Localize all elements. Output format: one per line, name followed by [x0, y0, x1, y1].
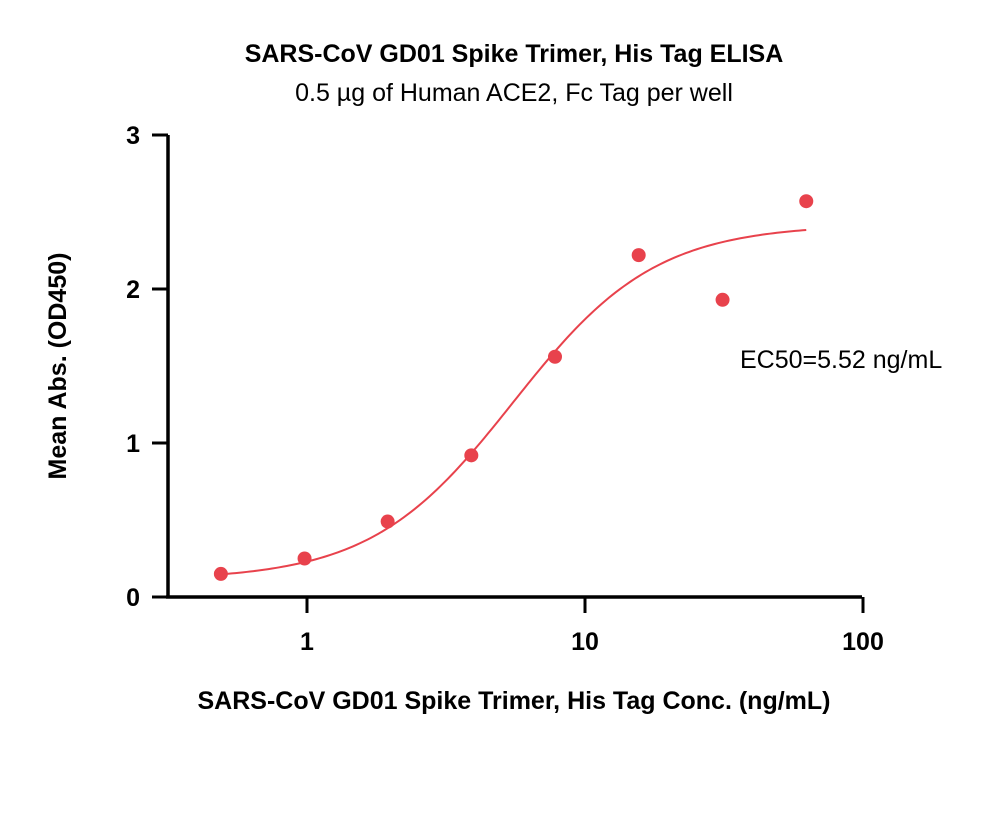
fit-layer [220, 228, 807, 576]
y-tick-label: 1 [126, 430, 140, 458]
fit-curve [220, 228, 807, 576]
y-axis-label: Mean Abs. (OD450) [44, 253, 72, 480]
chart-subtitle: 0.5 µg of Human ACE2, Fc Tag per well [295, 79, 733, 107]
x-axis-label: SARS-CoV GD01 Spike Trimer, His Tag Conc… [198, 687, 831, 715]
y-tick-label: 3 [126, 122, 140, 150]
ec50-annotation: EC50=5.52 ng/mL [740, 346, 942, 374]
x-tick-label: 10 [571, 628, 599, 656]
y-tick-label: 0 [126, 584, 140, 612]
y-ticks: 0 1 2 3 [126, 122, 168, 612]
axes [166, 135, 862, 599]
data-point [213, 566, 228, 581]
data-point [464, 448, 479, 463]
data-point [297, 551, 312, 566]
y-tick-label: 2 [126, 276, 140, 304]
x-ticks: 1 10 100 [300, 597, 884, 656]
data-point [548, 349, 563, 364]
chart-title: SARS-CoV GD01 Spike Trimer, His Tag ELIS… [245, 40, 784, 68]
x-tick-label: 1 [300, 628, 314, 656]
x-tick-label: 100 [842, 628, 884, 656]
data-point [380, 514, 395, 529]
data-point [799, 194, 814, 209]
data-point [631, 248, 646, 263]
data-point [715, 292, 730, 307]
points-layer [213, 194, 814, 581]
